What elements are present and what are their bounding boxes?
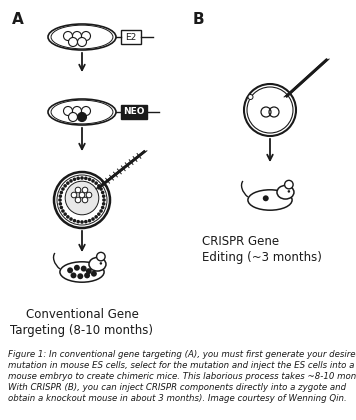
- Circle shape: [91, 179, 95, 183]
- Circle shape: [102, 202, 105, 206]
- Circle shape: [244, 84, 296, 136]
- FancyBboxPatch shape: [121, 105, 147, 119]
- Circle shape: [63, 213, 67, 216]
- Circle shape: [77, 176, 80, 180]
- Ellipse shape: [60, 262, 104, 282]
- Circle shape: [58, 202, 62, 206]
- FancyBboxPatch shape: [121, 30, 141, 44]
- Circle shape: [58, 194, 62, 198]
- Circle shape: [248, 94, 253, 100]
- Circle shape: [54, 172, 110, 228]
- Circle shape: [61, 187, 65, 191]
- Circle shape: [73, 219, 76, 223]
- Circle shape: [68, 113, 78, 121]
- Circle shape: [70, 273, 77, 278]
- Circle shape: [80, 220, 84, 224]
- Circle shape: [79, 192, 85, 198]
- Circle shape: [73, 178, 76, 181]
- Text: NEO: NEO: [123, 108, 145, 116]
- Circle shape: [63, 107, 73, 116]
- Circle shape: [102, 198, 106, 202]
- Circle shape: [63, 184, 67, 188]
- Circle shape: [69, 179, 73, 183]
- Circle shape: [101, 206, 104, 209]
- Circle shape: [75, 197, 81, 203]
- Circle shape: [84, 273, 90, 278]
- Circle shape: [66, 181, 70, 185]
- Circle shape: [263, 195, 269, 201]
- Circle shape: [71, 192, 77, 198]
- Circle shape: [102, 194, 105, 198]
- Ellipse shape: [48, 99, 116, 125]
- Circle shape: [73, 32, 82, 40]
- Circle shape: [82, 187, 88, 193]
- Circle shape: [77, 220, 80, 223]
- Circle shape: [100, 262, 102, 265]
- Circle shape: [59, 206, 63, 209]
- Circle shape: [99, 209, 103, 213]
- Circle shape: [82, 197, 88, 203]
- Circle shape: [82, 32, 90, 40]
- Circle shape: [94, 215, 98, 219]
- Circle shape: [97, 184, 101, 188]
- Circle shape: [66, 215, 70, 219]
- Circle shape: [97, 213, 101, 216]
- Circle shape: [78, 37, 87, 47]
- Circle shape: [84, 220, 88, 223]
- Ellipse shape: [89, 257, 106, 271]
- Circle shape: [86, 268, 92, 274]
- Circle shape: [84, 176, 88, 180]
- Circle shape: [96, 252, 105, 261]
- Circle shape: [77, 273, 83, 279]
- Circle shape: [78, 113, 87, 121]
- Circle shape: [88, 219, 91, 223]
- Circle shape: [80, 176, 84, 180]
- Text: Figure 1: In conventional gene targeting (A), you must first generate your desir: Figure 1: In conventional gene targeting…: [8, 350, 356, 403]
- Circle shape: [75, 187, 81, 193]
- Ellipse shape: [277, 186, 294, 199]
- Circle shape: [67, 267, 73, 273]
- Circle shape: [68, 37, 78, 47]
- Circle shape: [94, 181, 98, 185]
- Circle shape: [86, 192, 92, 198]
- Circle shape: [91, 271, 97, 277]
- Circle shape: [284, 180, 293, 189]
- Circle shape: [81, 265, 87, 272]
- Circle shape: [91, 217, 95, 221]
- Circle shape: [101, 191, 104, 194]
- Ellipse shape: [48, 24, 116, 50]
- Circle shape: [74, 265, 80, 271]
- Circle shape: [73, 107, 82, 116]
- Circle shape: [63, 32, 73, 40]
- Circle shape: [288, 190, 290, 193]
- Text: CRISPR Gene
Editing (~3 months): CRISPR Gene Editing (~3 months): [202, 235, 322, 264]
- Circle shape: [58, 198, 62, 202]
- Circle shape: [88, 178, 91, 181]
- Circle shape: [61, 209, 65, 213]
- Circle shape: [82, 107, 90, 116]
- Circle shape: [65, 181, 99, 215]
- Circle shape: [99, 187, 103, 191]
- Ellipse shape: [248, 190, 292, 210]
- Text: E2: E2: [125, 32, 137, 42]
- Text: B: B: [193, 12, 205, 27]
- Circle shape: [59, 191, 63, 194]
- Text: A: A: [12, 12, 24, 27]
- Text: Conventional Gene
Targeting (8-10 months): Conventional Gene Targeting (8-10 months…: [10, 308, 153, 337]
- Circle shape: [69, 217, 73, 221]
